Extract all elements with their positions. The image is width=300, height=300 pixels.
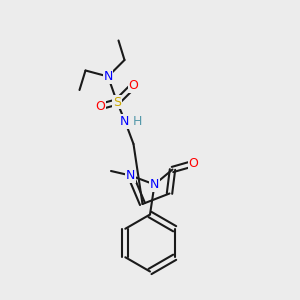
Text: S: S xyxy=(113,95,121,109)
Text: O: O xyxy=(129,79,138,92)
Text: O: O xyxy=(189,157,198,170)
Text: N: N xyxy=(103,70,113,83)
Text: N: N xyxy=(150,178,159,191)
Text: N: N xyxy=(126,169,135,182)
Text: N: N xyxy=(120,115,129,128)
Text: H: H xyxy=(132,115,142,128)
Text: O: O xyxy=(96,100,105,113)
